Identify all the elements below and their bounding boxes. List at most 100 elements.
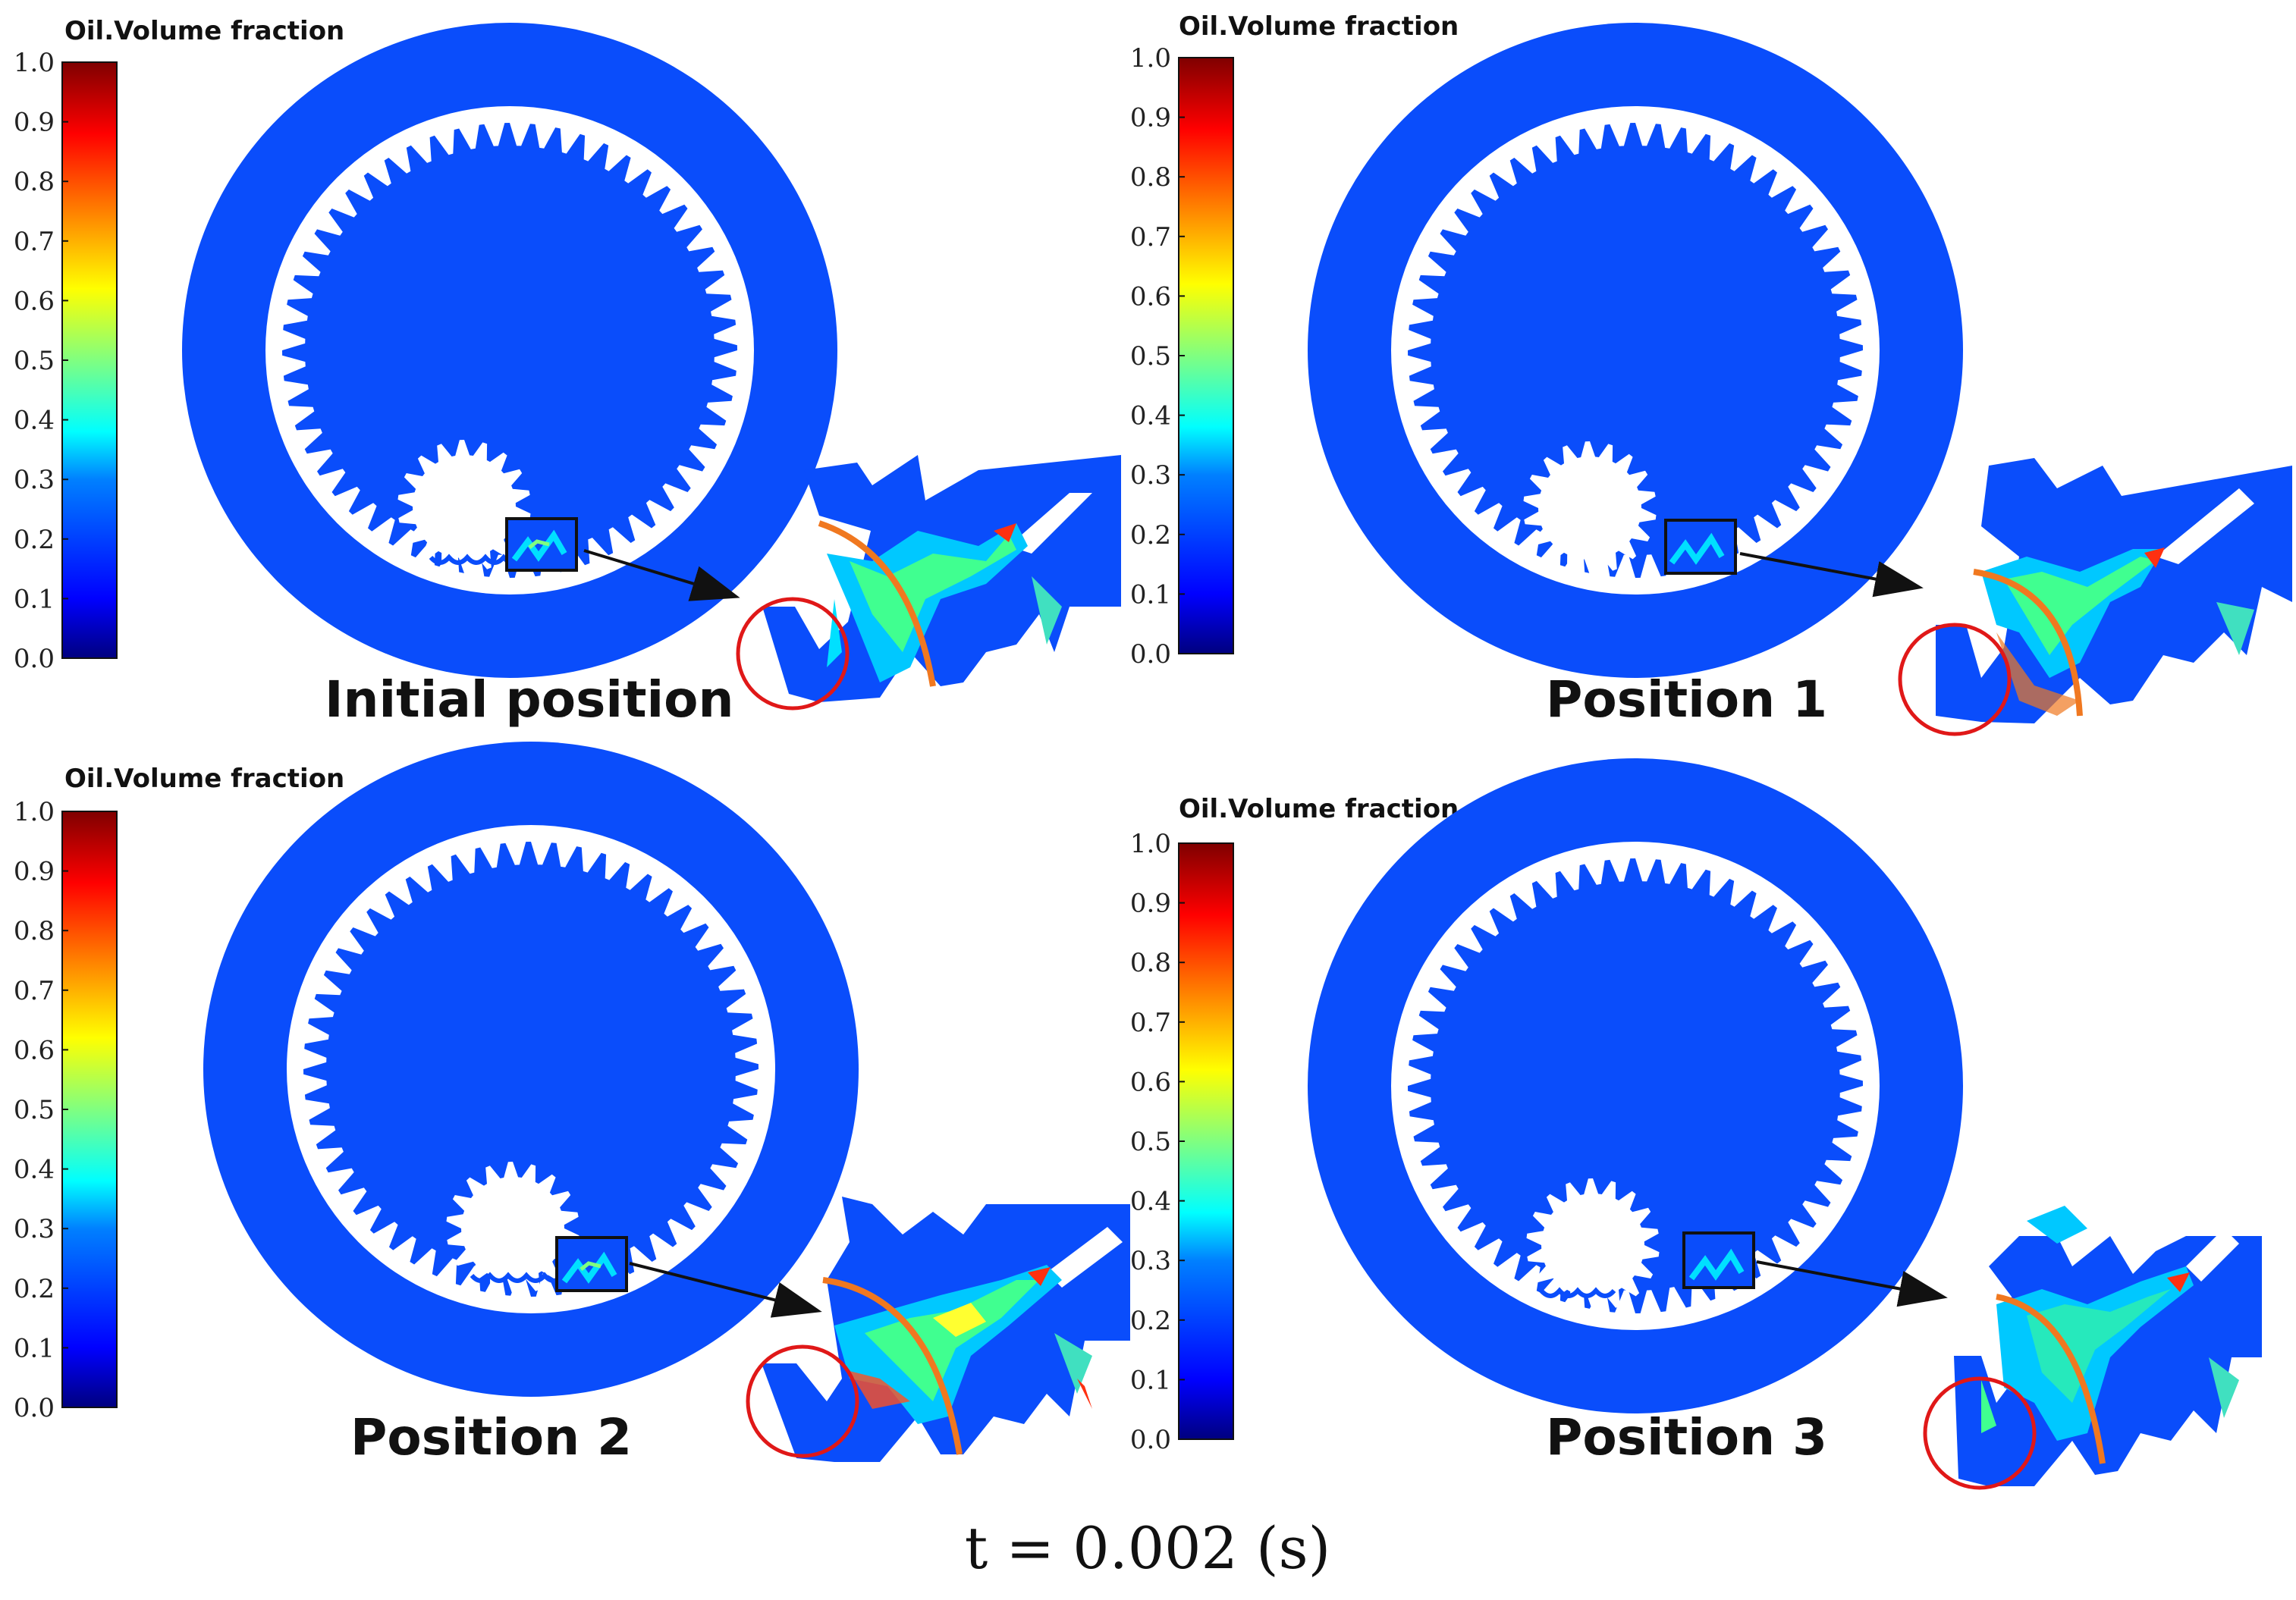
ring-gear-teeth xyxy=(1408,858,1863,1313)
colorbar-gradient xyxy=(1178,57,1234,654)
colorbar-tick-label: 0.2 xyxy=(14,1274,55,1304)
colorbar-ticks: 1.0 0.9 0.8 0.7 0.6 0.5 0.4 0.3 0.2 0.1 0.0 xyxy=(1130,43,1185,670)
colorbar-tick-label: 0.9 xyxy=(14,108,55,138)
colorbar-tick-label: 0.7 xyxy=(1130,1008,1171,1038)
gear-assembly xyxy=(1308,23,1963,678)
zoom-box-contents xyxy=(1684,1233,1754,1288)
zoom-arrow xyxy=(1739,552,1924,598)
zoom-inset xyxy=(736,455,1121,711)
colorbar-tick-label: 0.5 xyxy=(14,1095,55,1125)
zoom-box-contents xyxy=(507,519,576,570)
colorbar-tick-label: 0.2 xyxy=(1130,1306,1171,1336)
colorbar-tick-label: 0.5 xyxy=(1130,341,1171,372)
highlight-circle xyxy=(1898,623,2012,736)
zoom-box-contents xyxy=(557,1238,627,1291)
pinion-gear xyxy=(1526,1178,1660,1312)
colorbar-title: Oil.Volume fraction xyxy=(1179,11,1459,42)
colorbar-tick-label: 0.0 xyxy=(1130,1425,1171,1455)
colorbar-ticks: 1.0 0.9 0.8 0.7 0.6 0.5 0.4 0.3 0.2 0.1 0.0 xyxy=(14,797,68,1423)
colorbar: Oil.Volume fraction 1.0 0.9 0.8 0.7 0.6 0.5 0.… xyxy=(14,764,344,1423)
colorbar-tick-label: 0.9 xyxy=(1130,103,1171,133)
colorbar-tick-label: 0.2 xyxy=(1130,520,1171,551)
gear-assembly xyxy=(182,23,837,678)
panel-label: Position 3 xyxy=(1546,1408,1827,1467)
highlight-circle xyxy=(1923,1376,2037,1490)
mesh-zone xyxy=(470,1272,565,1283)
colorbar-tick-label: 0.6 xyxy=(14,286,55,316)
colorbar-tick-label: 0.3 xyxy=(1130,1246,1171,1276)
colorbar-tick-label: 1.0 xyxy=(14,48,55,78)
colorbar-tick-label: 0.0 xyxy=(1130,639,1171,670)
pinion-gear xyxy=(1523,441,1657,575)
zoom-arrow xyxy=(1756,1260,1948,1307)
panel-position-3: Oil.Volume fraction 1.0 0.9 0.8 0.7 0.6 0.5 0.… xyxy=(1130,758,2262,1490)
panel-initial-position: Oil.Volume fraction 1.0 0.9 0.8 0.7 0.6 0.5 0.… xyxy=(14,16,1121,729)
zoom-box xyxy=(505,517,578,572)
zoom-inset xyxy=(746,1197,1130,1462)
pinion-gear xyxy=(397,440,531,573)
colorbar-tick-label: 0.8 xyxy=(1130,948,1171,978)
colorbar: Oil.Volume fraction 1.0 0.9 0.8 0.7 0.6 0.5 0.… xyxy=(1130,11,1459,670)
colorbar-tick-label: 0.6 xyxy=(1130,1067,1171,1097)
colorbar-tick-label: 0.4 xyxy=(1130,401,1171,431)
ring-gear-teeth xyxy=(303,842,759,1297)
ring-gear-teeth xyxy=(282,123,737,578)
colorbar-tick-label: 0.0 xyxy=(14,644,55,674)
colorbar-tick-label: 0.1 xyxy=(1130,579,1171,610)
zoom-arrow xyxy=(629,1262,822,1318)
colorbar-tick-label: 0.7 xyxy=(14,227,55,257)
colorbar-title: Oil.Volume fraction xyxy=(64,16,344,46)
colorbar-tick-label: 0.1 xyxy=(14,584,55,614)
colorbar: Oil.Volume fraction 1.0 0.9 0.8 0.7 0.6 0.5 0.… xyxy=(14,16,344,674)
colorbar-tick-label: 0.5 xyxy=(1130,1127,1171,1157)
colorbar-tick-label: 0.3 xyxy=(1130,460,1171,491)
colorbar-gradient xyxy=(61,61,118,659)
panel-position-1: Oil.Volume fraction 1.0 0.9 0.8 0.7 0.6 0.5 0.… xyxy=(1130,11,2292,736)
colorbar-tick-label: 1.0 xyxy=(14,797,55,827)
zoom-box xyxy=(1664,519,1737,575)
highlight-circle xyxy=(746,1344,859,1458)
zoom-inset xyxy=(1898,458,2292,736)
highlight-circle xyxy=(736,597,850,711)
colorbar-tick-label: 0.2 xyxy=(14,525,55,555)
colorbar-gradient xyxy=(1178,842,1234,1440)
colorbar-tick-label: 0.5 xyxy=(14,346,55,376)
colorbar-tick-label: 0.3 xyxy=(14,465,55,495)
colorbar-tick-label: 0.3 xyxy=(14,1214,55,1244)
zoom-box-contents xyxy=(1666,520,1735,573)
colorbar-tick-label: 0.7 xyxy=(14,976,55,1006)
colorbar-ticks: 1.0 0.9 0.8 0.7 0.6 0.5 0.4 0.3 0.2 0.1 0.0 xyxy=(14,48,68,674)
panel-label: Position 1 xyxy=(1546,670,1827,729)
colorbar-tick-label: 0.9 xyxy=(14,857,55,887)
colorbar-tick-label: 0.4 xyxy=(14,406,55,436)
colorbar-tick-label: 0.0 xyxy=(14,1393,55,1423)
colorbar-title: Oil.Volume fraction xyxy=(1179,794,1459,824)
zoom-arrow xyxy=(583,549,740,601)
colorbar-tick-label: 0.4 xyxy=(14,1155,55,1185)
gear-assembly xyxy=(203,742,859,1397)
colorbar-ticks: 1.0 0.9 0.8 0.7 0.6 0.5 0.4 0.3 0.2 0.1 0.0 xyxy=(1130,829,1185,1455)
colorbar-tick-label: 1.0 xyxy=(1130,43,1171,74)
colorbar-tick-label: 0.9 xyxy=(1130,889,1171,919)
zoom-box xyxy=(555,1236,628,1292)
colorbar: Oil.Volume fraction 1.0 0.9 0.8 0.7 0.6 0.5 0.… xyxy=(1130,794,1459,1455)
colorbar-tick-label: 0.8 xyxy=(14,167,55,197)
colorbar-title: Oil.Volume fraction xyxy=(64,764,344,794)
ring-gear-teeth xyxy=(1408,123,1863,578)
colorbar-tick-label: 0.1 xyxy=(1130,1365,1171,1395)
mesh-zone xyxy=(1539,1287,1616,1298)
panel-position-2: Oil.Volume fraction 1.0 0.9 0.8 0.7 0.6 0.5 0.… xyxy=(14,742,1130,1467)
colorbar-tick-label: 1.0 xyxy=(1130,829,1171,859)
colorbar-tick-label: 0.6 xyxy=(14,1035,55,1065)
colorbar-gradient xyxy=(61,811,118,1408)
colorbar-tick-label: 0.6 xyxy=(1130,281,1171,312)
colorbar-tick-label: 0.7 xyxy=(1130,222,1171,253)
panel-label: Position 2 xyxy=(350,1408,632,1467)
colorbar-tick-label: 0.1 xyxy=(14,1333,55,1363)
zoom-inset xyxy=(1923,1206,2262,1490)
pinion-gear xyxy=(446,1162,579,1295)
time-label: t = 0.002 (s) xyxy=(965,1514,1331,1582)
colorbar-tick-label: 0.8 xyxy=(14,916,55,946)
colorbar-tick-label: 0.8 xyxy=(1130,162,1171,193)
zoom-box xyxy=(1682,1231,1755,1289)
